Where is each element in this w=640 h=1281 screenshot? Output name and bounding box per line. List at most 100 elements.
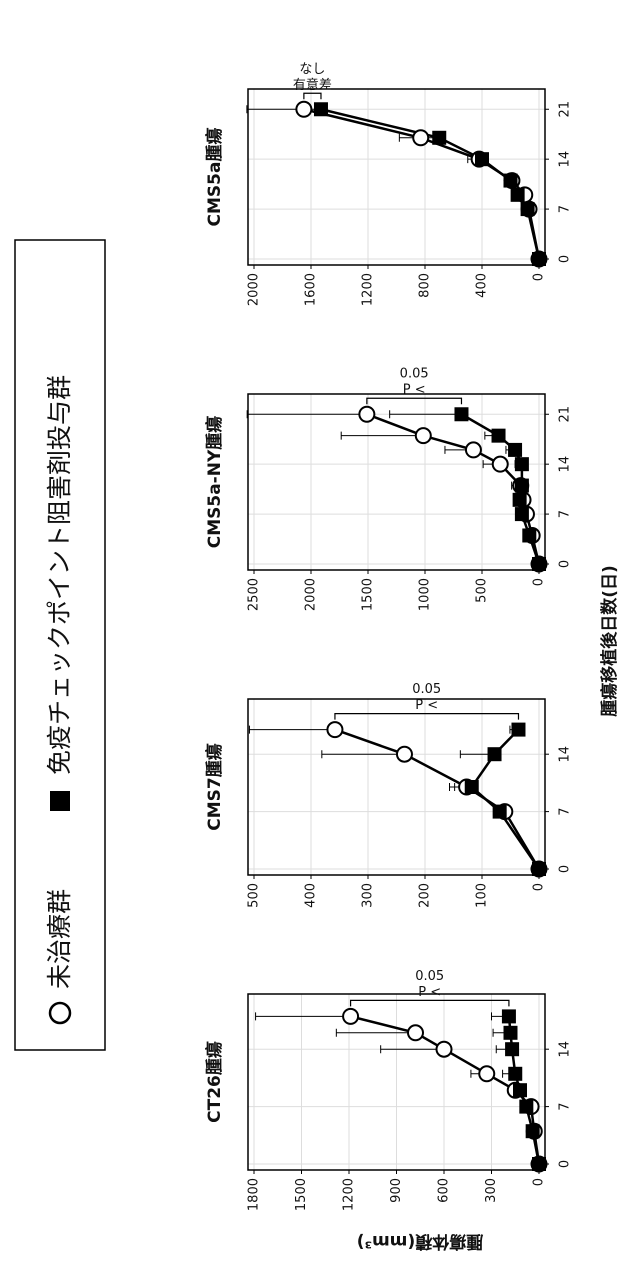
point bbox=[504, 1026, 518, 1040]
point bbox=[511, 188, 525, 202]
significance-bracket bbox=[351, 1000, 509, 1006]
y-tick-label: 1800 bbox=[247, 1178, 262, 1211]
y-tick-label: 2000 bbox=[247, 273, 262, 306]
y-tick-label: 300 bbox=[484, 1178, 499, 1203]
annotation: 0.05 bbox=[415, 969, 444, 984]
point bbox=[504, 174, 518, 188]
point bbox=[505, 1042, 519, 1056]
series-line bbox=[335, 730, 539, 869]
point bbox=[513, 1083, 527, 1097]
x-tick-label: 14 bbox=[558, 456, 573, 473]
legend-label: 免疫チェックポイント阻害剤投与群 bbox=[45, 375, 74, 775]
point bbox=[511, 723, 525, 737]
x-tick-label: 21 bbox=[558, 101, 573, 118]
y-tick-label: 1200 bbox=[342, 1178, 357, 1211]
error-bar bbox=[247, 410, 367, 418]
annotation: なし bbox=[299, 62, 325, 77]
legend-label: 未治療群 bbox=[45, 889, 74, 989]
significance-bracket bbox=[304, 93, 321, 99]
y-tick-label: 1200 bbox=[361, 273, 376, 306]
error-bar bbox=[322, 750, 405, 758]
error-bar bbox=[256, 1012, 351, 1020]
error-bar bbox=[247, 105, 304, 113]
x-tick-label: 21 bbox=[558, 406, 573, 423]
y-tick-label: 0 bbox=[532, 883, 547, 891]
point bbox=[522, 528, 536, 542]
chart-title: CMS7腫瘍 bbox=[204, 743, 225, 830]
x-axis-title: 腫瘍移植後日数(日) bbox=[599, 565, 620, 717]
chart-title: CT26腫瘍 bbox=[204, 1041, 225, 1123]
point bbox=[521, 202, 535, 216]
point bbox=[519, 1100, 533, 1114]
y-tick-label: 200 bbox=[418, 883, 433, 908]
point bbox=[508, 443, 522, 457]
point bbox=[515, 479, 529, 493]
x-tick-label: 0 bbox=[558, 255, 573, 263]
point bbox=[432, 131, 446, 145]
point bbox=[475, 152, 489, 166]
point bbox=[532, 557, 546, 571]
x-tick-label: 7 bbox=[558, 807, 573, 815]
error-bar bbox=[390, 410, 462, 418]
point bbox=[532, 1157, 546, 1171]
x-tick-label: 7 bbox=[558, 205, 573, 213]
y-tick-label: 400 bbox=[475, 273, 490, 298]
significance-bracket bbox=[367, 398, 462, 404]
point bbox=[413, 130, 428, 145]
plot-frame bbox=[248, 699, 545, 875]
y-tick-label: 900 bbox=[389, 1178, 404, 1203]
x-tick-label: 0 bbox=[558, 560, 573, 568]
point bbox=[515, 507, 529, 521]
annotation: P < bbox=[415, 698, 438, 713]
point bbox=[532, 252, 546, 266]
x-tick-label: 14 bbox=[558, 746, 573, 763]
point bbox=[343, 1009, 358, 1024]
y-tick-label: 2000 bbox=[304, 578, 319, 611]
point bbox=[465, 780, 479, 794]
point bbox=[515, 457, 529, 471]
annotation: P < bbox=[403, 383, 426, 398]
point bbox=[296, 102, 311, 117]
point bbox=[493, 457, 508, 472]
error-bar bbox=[381, 1045, 444, 1053]
y-tick-label: 500 bbox=[247, 883, 262, 908]
annotation: 0.05 bbox=[412, 682, 441, 697]
legend-marker-circle bbox=[50, 1003, 70, 1023]
point bbox=[479, 1066, 494, 1081]
y-tick-label: 100 bbox=[475, 883, 490, 908]
point bbox=[416, 428, 431, 443]
annotation: 0.05 bbox=[400, 367, 429, 382]
plot-frame bbox=[248, 89, 545, 265]
legend-marker-square bbox=[50, 791, 70, 811]
point bbox=[437, 1042, 452, 1057]
point bbox=[492, 429, 506, 443]
y-tick-label: 2500 bbox=[247, 578, 262, 611]
y-tick-label: 0 bbox=[532, 1178, 547, 1186]
plot-frame bbox=[248, 394, 545, 570]
y-tick-label: 800 bbox=[418, 273, 433, 298]
point bbox=[513, 493, 527, 507]
point bbox=[526, 1124, 540, 1138]
y-tick-label: 1500 bbox=[361, 578, 376, 611]
x-tick-label: 14 bbox=[558, 151, 573, 168]
y-tick-label: 500 bbox=[475, 578, 490, 603]
point bbox=[314, 102, 328, 116]
chart-title: CMS5a腫瘍 bbox=[204, 128, 225, 227]
point bbox=[488, 747, 502, 761]
y-tick-label: 1600 bbox=[304, 273, 319, 306]
y-tick-label: 600 bbox=[437, 1178, 452, 1203]
point bbox=[359, 407, 374, 422]
x-tick-label: 0 bbox=[558, 865, 573, 873]
point bbox=[327, 722, 342, 737]
error-bar bbox=[341, 432, 423, 440]
y-tick-label: 0 bbox=[532, 273, 547, 281]
chart-title: CMS5a-NY腫瘍 bbox=[204, 416, 225, 549]
rotated-figure: 未治療群 免疫チェックポイント阻害剤投与群 腫瘍体積(mm³) 腫瘍移植後日数(… bbox=[15, 62, 620, 1252]
significance-bracket bbox=[335, 714, 519, 720]
point bbox=[466, 442, 481, 457]
point bbox=[502, 1009, 516, 1023]
point bbox=[493, 805, 507, 819]
annotation: P < bbox=[418, 985, 441, 1000]
error-bar bbox=[249, 726, 335, 734]
y-tick-label: 1500 bbox=[294, 1178, 309, 1211]
